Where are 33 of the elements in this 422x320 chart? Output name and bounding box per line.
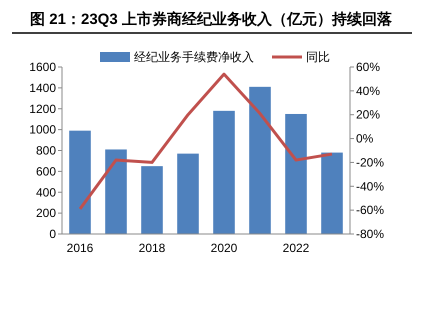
y-tick-label: 400 xyxy=(36,185,56,200)
bar xyxy=(105,149,127,234)
y-tick-label: 200 xyxy=(36,206,56,220)
x-tick-label: 2022 xyxy=(282,241,310,255)
y2-tick-label: -20% xyxy=(356,155,384,170)
bar xyxy=(321,152,343,234)
bar xyxy=(177,154,199,234)
y2-tick-label: -80% xyxy=(356,227,384,241)
y2-tick-label: -40% xyxy=(356,179,384,194)
y2-tick-label: -60% xyxy=(356,203,384,218)
x-tick-label: 2020 xyxy=(210,241,238,255)
legend-label: 同比 xyxy=(306,50,330,64)
y-tick-label: 800 xyxy=(36,144,56,158)
y2-tick-label: 40% xyxy=(356,84,380,98)
y2-tick-label: 0% xyxy=(356,132,374,146)
bar xyxy=(141,166,163,234)
y-tick-label: 600 xyxy=(36,164,56,178)
bar xyxy=(285,114,307,234)
chart-title: 图 21：23Q3 上市券商经纪业务收入（亿元）持续回落 xyxy=(30,10,393,28)
y2-tick-label: 20% xyxy=(356,108,380,122)
line-series xyxy=(78,72,334,210)
x-tick-label: 2018 xyxy=(138,241,166,255)
legend-label: 经纪业务手续费净收入 xyxy=(134,50,254,64)
y-tick-label: 1600 xyxy=(29,60,56,74)
y-tick-label: 1200 xyxy=(29,102,56,116)
bar xyxy=(249,86,271,234)
bar xyxy=(213,110,235,234)
y-tick-label: 0 xyxy=(49,227,56,241)
y-tick-label: 1400 xyxy=(29,80,56,95)
x-tick-label: 2016 xyxy=(66,241,94,255)
bar xyxy=(69,130,91,234)
y-tick-label: 1000 xyxy=(29,122,56,137)
y2-tick-label: 60% xyxy=(356,60,380,74)
